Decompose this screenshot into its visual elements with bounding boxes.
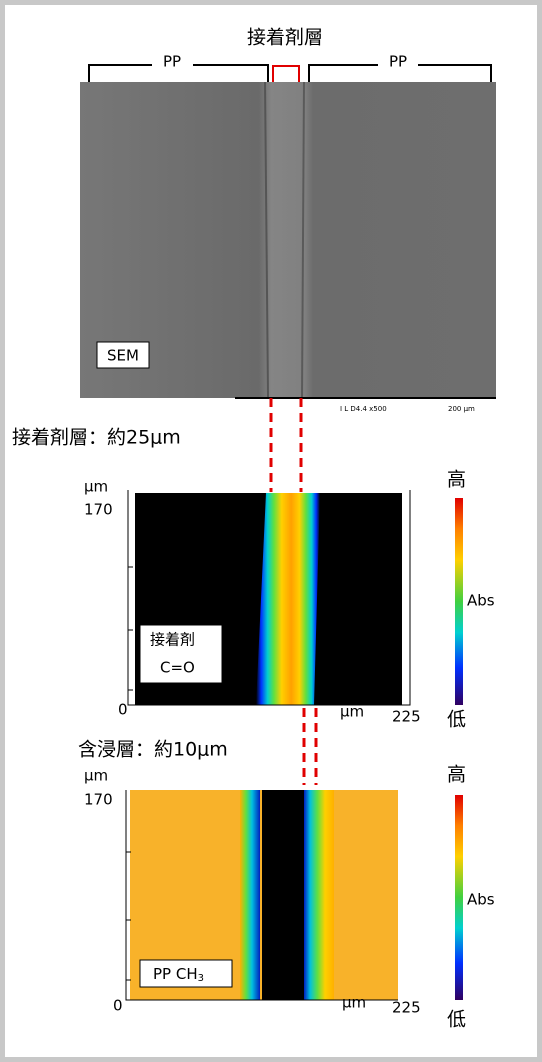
colorbar-high: 高 (447, 764, 466, 786)
impregnation-note: 含浸層：約10μm (78, 739, 228, 761)
header-title: 接着剤層 (247, 27, 323, 49)
page: {"header": {"title": "接着剤層", "left_label… (0, 0, 542, 1062)
y-min: 0 (113, 997, 123, 1015)
y-unit: μm (84, 767, 108, 785)
colorbar (455, 795, 463, 1000)
figure: 接着剤層 PP PP SEM I L D4.4 x500 200 μm 接着剤層… (0, 0, 542, 1062)
colorbar (455, 498, 463, 705)
map-label-subscript: 3 (198, 973, 204, 984)
map-band (304, 790, 334, 1000)
bracket-label-left: PP (163, 53, 181, 71)
adhesive-note: 接着剤層：約25μm (12, 427, 181, 449)
map-label: C=O (160, 659, 195, 677)
x-max: 225 (392, 999, 421, 1017)
colorbar-low: 低 (447, 1009, 466, 1031)
map-band (240, 790, 260, 1000)
colorbar-low: 低 (447, 709, 466, 731)
sem-label: SEM (107, 347, 139, 365)
map-label: PP CH3 (153, 965, 204, 985)
colorbar-high: 高 (447, 469, 466, 491)
scale-info: I L D4.4 x500 (340, 405, 387, 413)
map-label: 接着剤 (150, 631, 195, 649)
y-unit: μm (84, 478, 108, 496)
map-band (262, 790, 304, 1000)
x-unit: μm (342, 994, 366, 1012)
y-max: 170 (84, 791, 113, 809)
bracket-label-right: PP (389, 53, 407, 71)
scale-length: 200 μm (448, 405, 475, 413)
map-label-text: PP CH (153, 965, 198, 983)
map-band (256, 493, 320, 705)
y-min: 0 (118, 701, 128, 719)
x-max: 225 (392, 708, 421, 726)
colorbar-mid: Abs (467, 891, 495, 909)
x-unit: μm (340, 703, 364, 721)
y-max: 170 (84, 501, 113, 519)
colorbar-mid: Abs (467, 592, 495, 610)
